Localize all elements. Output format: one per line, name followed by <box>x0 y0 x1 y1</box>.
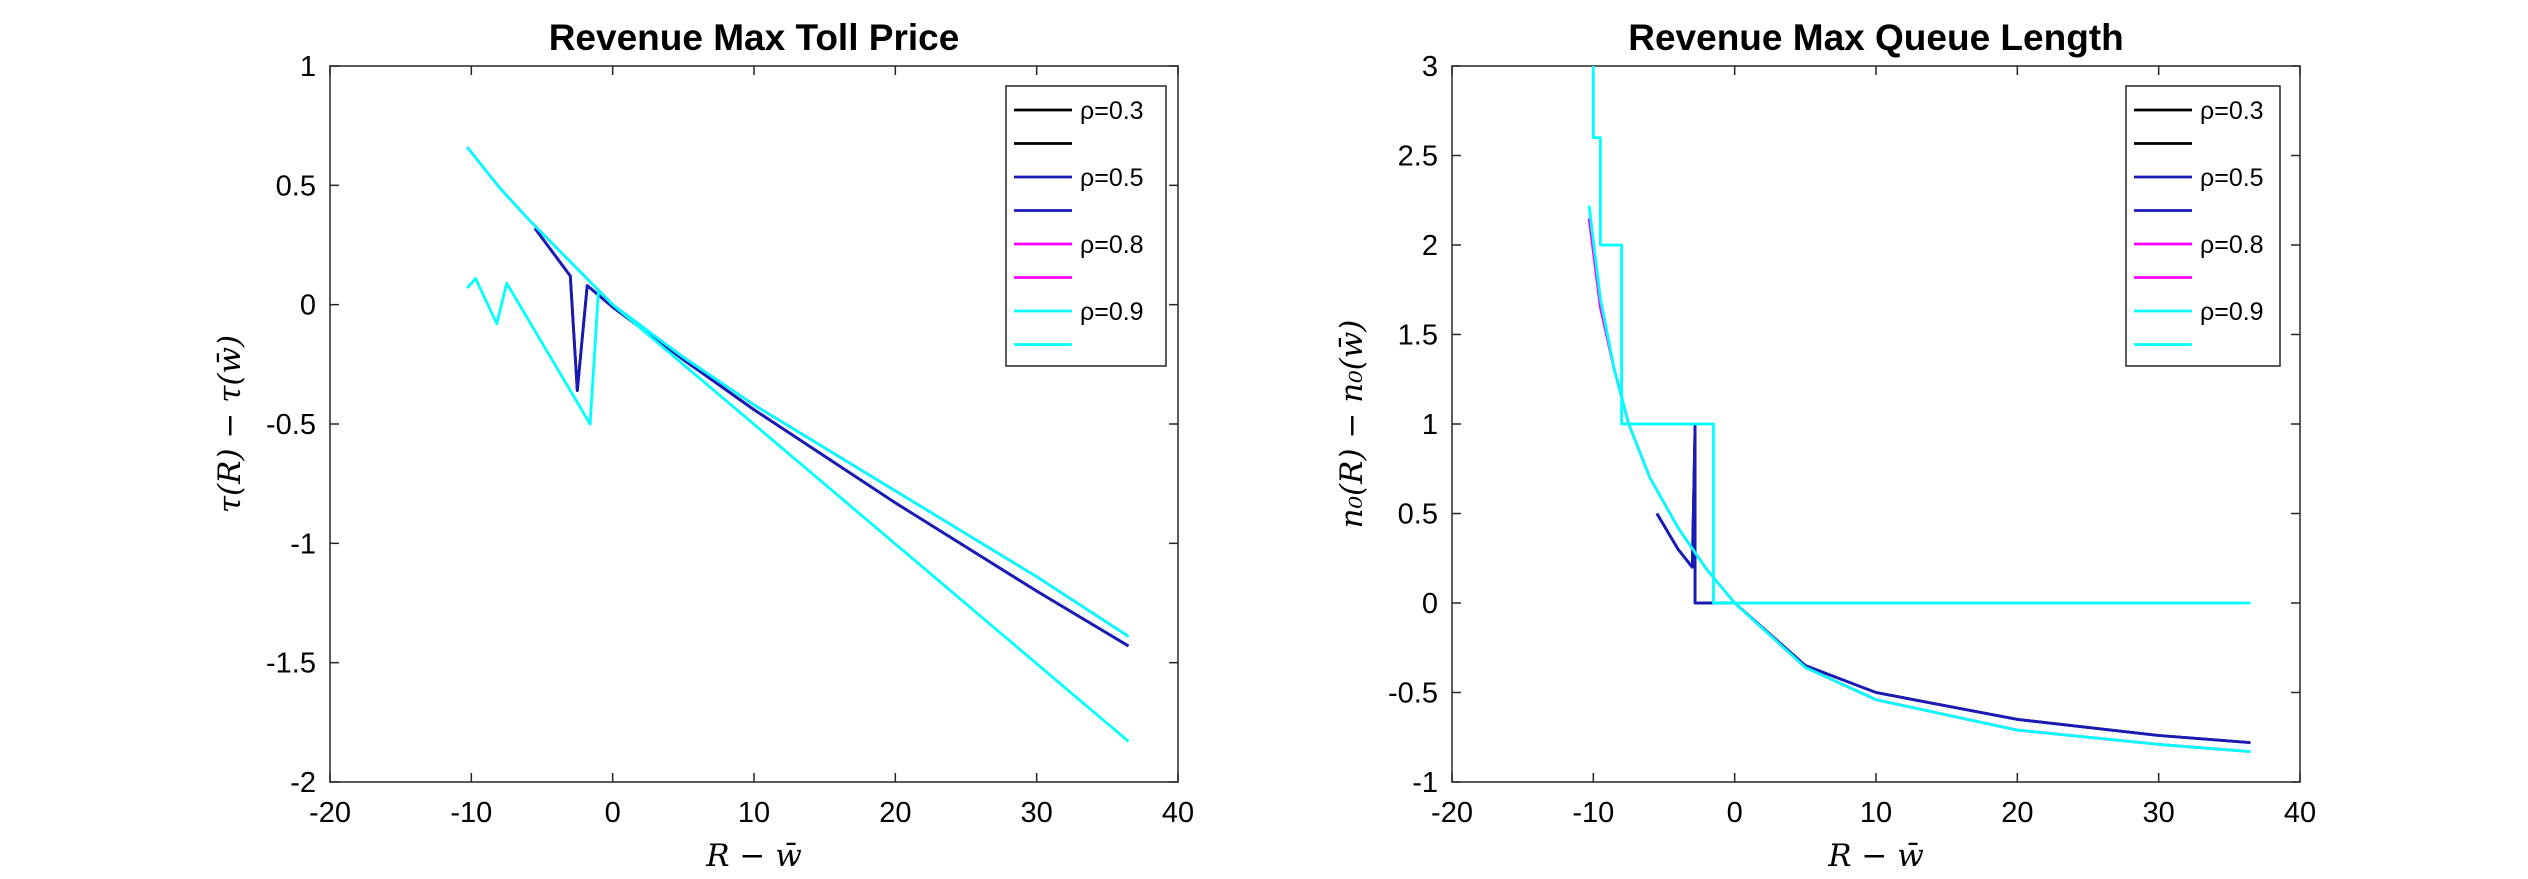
y-tick-label: 1 <box>300 51 316 83</box>
legend-label: ρ=0.3 <box>1080 97 1144 125</box>
y-tick-label: 3 <box>1422 51 1438 83</box>
x-tick-label: 0 <box>1727 797 1743 829</box>
x-tick-label: 20 <box>879 797 911 829</box>
legend: ρ=0.3 ρ=0.5 ρ=0.8 ρ=0.9 <box>2125 85 2281 367</box>
y-tick-label: 0.5 <box>276 170 316 202</box>
x-tick-label: 30 <box>1021 797 1053 829</box>
x-axis-label: R − w̄ <box>1827 838 1924 874</box>
y-tick-label: -2 <box>290 767 316 799</box>
y-tick-label: -1.5 <box>266 648 316 680</box>
x-tick-label: 10 <box>738 797 770 829</box>
x-tick-label: 40 <box>2284 797 2316 829</box>
legend-label: ρ=0.5 <box>1080 164 1144 192</box>
x-tick-label: -20 <box>309 797 351 829</box>
legend: ρ=0.3 ρ=0.5 ρ=0.8 ρ=0.9 <box>1005 85 1167 367</box>
y-axis-label: n₀(R) − n₀(w̄) <box>1334 320 1370 529</box>
legend-label: ρ=0.3 <box>2200 97 2264 125</box>
x-tick-label: 0 <box>605 797 621 829</box>
y-tick-label: 1.5 <box>1398 320 1438 352</box>
legend-label: ρ=0.8 <box>2200 231 2264 259</box>
legend-box <box>1005 85 1167 367</box>
legend-label: ρ=0.5 <box>2200 164 2264 192</box>
y-tick-label: -0.5 <box>266 409 316 441</box>
legend-label: ρ=0.9 <box>2200 298 2264 326</box>
y-tick-label: 0 <box>300 290 316 322</box>
y-tick-label: -1 <box>1412 767 1438 799</box>
x-tick-label: -20 <box>1431 797 1473 829</box>
x-axis-label: R − w̄ <box>705 838 802 874</box>
series-group <box>466 146 1130 743</box>
x-tick-label: 40 <box>1162 797 1194 829</box>
chart-panel-1: -20 -10 0 10 20 30 40 -2 -1.5 -1 -0.5 0 0.5 1 Revenue … <box>212 17 1194 874</box>
y-tick-label: 1 <box>1422 409 1438 441</box>
x-tick-label: -10 <box>450 797 492 829</box>
y-tick-label: -1 <box>290 528 316 560</box>
legend-label: ρ=0.8 <box>1080 231 1144 259</box>
y-tick-label: 0 <box>1422 588 1438 620</box>
legend-label: ρ=0.9 <box>1080 298 1144 326</box>
series-line <box>466 276 1130 743</box>
chart-panel-2: -20 -10 0 10 20 30 40 -1 -0.5 0 0.5 1 1.5 2 2.5 3 Revenu… <box>1334 17 2316 874</box>
chart-title: Revenue Max Toll Price <box>549 17 960 58</box>
chart-title: Revenue Max Queue Length <box>1628 17 2124 58</box>
series-line <box>1591 66 2251 605</box>
y-tick-label: 0.5 <box>1398 499 1438 531</box>
x-tick-label: 20 <box>2001 797 2033 829</box>
y-tick-label: 2.5 <box>1398 141 1438 173</box>
series-group <box>1587 66 2251 753</box>
legend-box <box>2125 85 2281 367</box>
series-line <box>1587 205 2251 753</box>
x-tick-label: -10 <box>1572 797 1614 829</box>
y-tick-label: -0.5 <box>1388 678 1438 710</box>
y-axis-label: τ(R) − τ(w̄) <box>212 335 248 513</box>
x-tick-label: 30 <box>2143 797 2175 829</box>
y-tick-label: 2 <box>1422 230 1438 262</box>
x-tick-label: 10 <box>1860 797 1892 829</box>
